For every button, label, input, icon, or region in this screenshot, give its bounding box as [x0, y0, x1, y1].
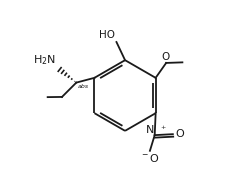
- Text: H$_2$N: H$_2$N: [33, 53, 56, 67]
- Text: O: O: [162, 52, 170, 62]
- Text: $^-$O: $^-$O: [140, 152, 160, 164]
- Text: N: N: [146, 125, 154, 135]
- Text: O: O: [175, 129, 184, 139]
- Text: abs: abs: [77, 84, 88, 89]
- Text: HO: HO: [99, 31, 115, 40]
- Text: $^+$: $^+$: [159, 124, 167, 133]
